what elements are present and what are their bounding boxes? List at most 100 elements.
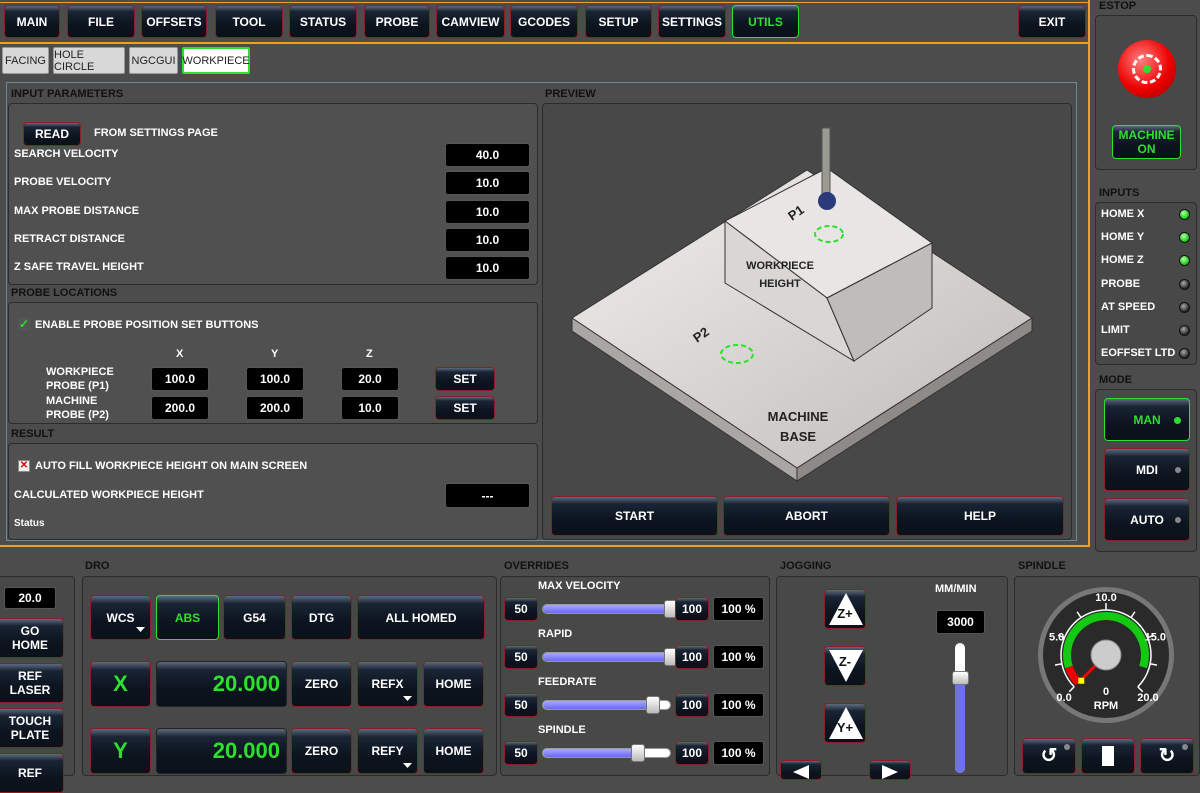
jog-rate-field[interactable]: 3000	[936, 610, 985, 634]
g54-button[interactable]: G54	[223, 595, 286, 640]
gauge-tick-label: 5.0	[1049, 632, 1064, 644]
override-slider-rapid[interactable]	[542, 652, 671, 662]
nav-tab-file[interactable]: FILE	[67, 5, 135, 38]
gauge-tick-label: 15.0	[1145, 632, 1166, 644]
left-go-home-button[interactable]: GO HOME	[0, 618, 64, 658]
set-button[interactable]: SET	[435, 396, 495, 420]
nav-tab-tool[interactable]: TOOL	[215, 5, 283, 38]
probe-z-input[interactable]: 20.0	[341, 367, 399, 391]
jog-rate-handle[interactable]	[952, 671, 969, 686]
autofill-label: AUTO FILL WORKPIECE HEIGHT ON MAIN SCREE…	[35, 460, 308, 472]
probe-z-input[interactable]: 10.0	[341, 396, 399, 420]
override-min-button[interactable]: 50	[504, 597, 538, 621]
zero-y-button[interactable]: ZERO	[291, 728, 352, 774]
override-max-button[interactable]: 100	[675, 645, 709, 669]
mode-man-button[interactable]: MAN	[1104, 398, 1190, 441]
param-input-probe-velocity[interactable]: 10.0	[445, 171, 530, 196]
subtab-facing[interactable]: FACING	[2, 47, 49, 74]
left-ref-laser-button[interactable]: REF LASER	[0, 663, 64, 703]
probe-x-input[interactable]: 100.0	[151, 367, 209, 391]
dropdown-arrow-icon	[136, 627, 145, 632]
jog-z-button[interactable]: Z+	[824, 589, 866, 629]
abort-button[interactable]: ABORT	[723, 496, 890, 536]
exit-button[interactable]: EXIT	[1018, 5, 1086, 38]
jog-x-plus-button[interactable]	[869, 760, 911, 780]
result-title: RESULT	[11, 428, 55, 440]
estop-title: ESTOP	[1099, 0, 1137, 12]
left-value-field[interactable]: 20.0	[4, 587, 56, 609]
estop-button[interactable]	[1118, 40, 1176, 98]
mode-mdi-button[interactable]: MDI	[1104, 448, 1190, 491]
home-y-button[interactable]: HOME	[423, 728, 484, 774]
jog-label: Y+	[836, 720, 854, 735]
ref-x-button[interactable]: REFX	[357, 661, 418, 707]
override-label-max-velocity: MAX VELOCITY	[538, 580, 621, 592]
enable-probe-checkbox[interactable]: ✓	[18, 317, 30, 331]
home-x-button[interactable]: HOME	[423, 661, 484, 707]
ref-y-button[interactable]: REFY	[357, 728, 418, 774]
nav-tab-offsets[interactable]: OFFSETS	[141, 5, 207, 38]
override-max-button[interactable]: 100	[675, 741, 709, 765]
set-button[interactable]: SET	[435, 367, 495, 391]
nav-tab-gcodes[interactable]: GCODES	[510, 5, 578, 38]
override-slider-handle[interactable]	[631, 744, 646, 762]
workpiece-diagram: P1 P2 WORKPIECE HEIGHT MACHINE BASE	[571, 127, 1033, 482]
subtab-ngcgui[interactable]: NGCGUI	[129, 47, 178, 74]
override-slider-handle[interactable]	[645, 696, 660, 714]
base-label-2: BASE	[780, 429, 816, 444]
axis-x-label[interactable]: X	[90, 661, 151, 707]
override-max-button[interactable]: 100	[675, 597, 709, 621]
nav-tab-setup[interactable]: SETUP	[585, 5, 652, 38]
spindle-forward-button[interactable]: ↻	[1140, 738, 1194, 774]
probe-y-input[interactable]: 200.0	[246, 396, 304, 420]
nav-tab-camview[interactable]: CAMVIEW	[436, 5, 505, 38]
override-label-feedrate: FEEDRATE	[538, 676, 597, 688]
ref-label: REFX	[371, 677, 404, 691]
all-homed-button[interactable]: ALL HOMED	[357, 595, 485, 640]
probe-locations-title: PROBE LOCATIONS	[11, 287, 118, 299]
nav-tab-utils[interactable]: UTILS	[732, 5, 799, 38]
wcs-button[interactable]: WCS	[90, 595, 151, 640]
override-min-button[interactable]: 50	[504, 645, 538, 669]
workpiece-label-2: HEIGHT	[759, 278, 801, 290]
abs-button[interactable]: ABS	[156, 595, 219, 640]
dtg-button[interactable]: DTG	[291, 595, 352, 640]
nav-tab-status[interactable]: STATUS	[289, 5, 357, 38]
mode-auto-button[interactable]: AUTO	[1104, 498, 1190, 541]
left-touch-plate-button[interactable]: TOUCH PLATE	[0, 708, 64, 748]
left-ref-button[interactable]: REF	[0, 753, 64, 793]
read-button[interactable]: READ	[23, 122, 81, 146]
machine-on-button[interactable]: MACHINE ON	[1112, 125, 1181, 159]
probe-x-input[interactable]: 200.0	[151, 396, 209, 420]
override-min-button[interactable]: 50	[504, 741, 538, 765]
override-slider-spindle[interactable]	[542, 748, 671, 758]
jog-z-button[interactable]: Z-	[824, 646, 866, 686]
start-button[interactable]: START	[551, 496, 718, 536]
autofill-checkbox[interactable]: ✕	[18, 460, 30, 472]
param-input-search-velocity[interactable]: 40.0	[445, 143, 530, 167]
gauge-tick	[1068, 686, 1075, 693]
jog-x-minus-button[interactable]	[780, 760, 822, 780]
nav-tab-main[interactable]: MAIN	[4, 5, 60, 38]
override-slider-max-velocity[interactable]	[542, 604, 671, 614]
override-slider-feedrate[interactable]	[542, 700, 671, 710]
jog-y-button[interactable]: Y+	[824, 703, 866, 743]
nav-tab-settings[interactable]: SETTINGS	[658, 5, 726, 38]
param-input-retract-distance[interactable]: 10.0	[445, 227, 530, 252]
help-button[interactable]: HELP	[896, 496, 1064, 536]
override-label-spindle: SPINDLE	[538, 724, 586, 736]
axis-y-label[interactable]: Y	[90, 728, 151, 774]
spindle-stop-button[interactable]	[1081, 738, 1135, 774]
jog-rate-slider[interactable]	[955, 643, 965, 773]
zero-x-button[interactable]: ZERO	[291, 661, 352, 707]
subtab-hole-circle[interactable]: HOLE CIRCLE	[53, 47, 125, 74]
param-input-z-safe-travel-height[interactable]: 10.0	[445, 256, 530, 281]
param-input-max-probe-distance[interactable]: 10.0	[445, 199, 530, 224]
override-max-button[interactable]: 100	[675, 693, 709, 717]
probe-y-input[interactable]: 100.0	[246, 367, 304, 391]
spindle-reverse-button[interactable]: ↺	[1022, 738, 1076, 774]
probe-shaft	[821, 127, 831, 199]
override-min-button[interactable]: 50	[504, 693, 538, 717]
subtab-workpiece[interactable]: WORKPIECE	[182, 47, 250, 74]
nav-tab-probe[interactable]: PROBE	[364, 5, 430, 38]
